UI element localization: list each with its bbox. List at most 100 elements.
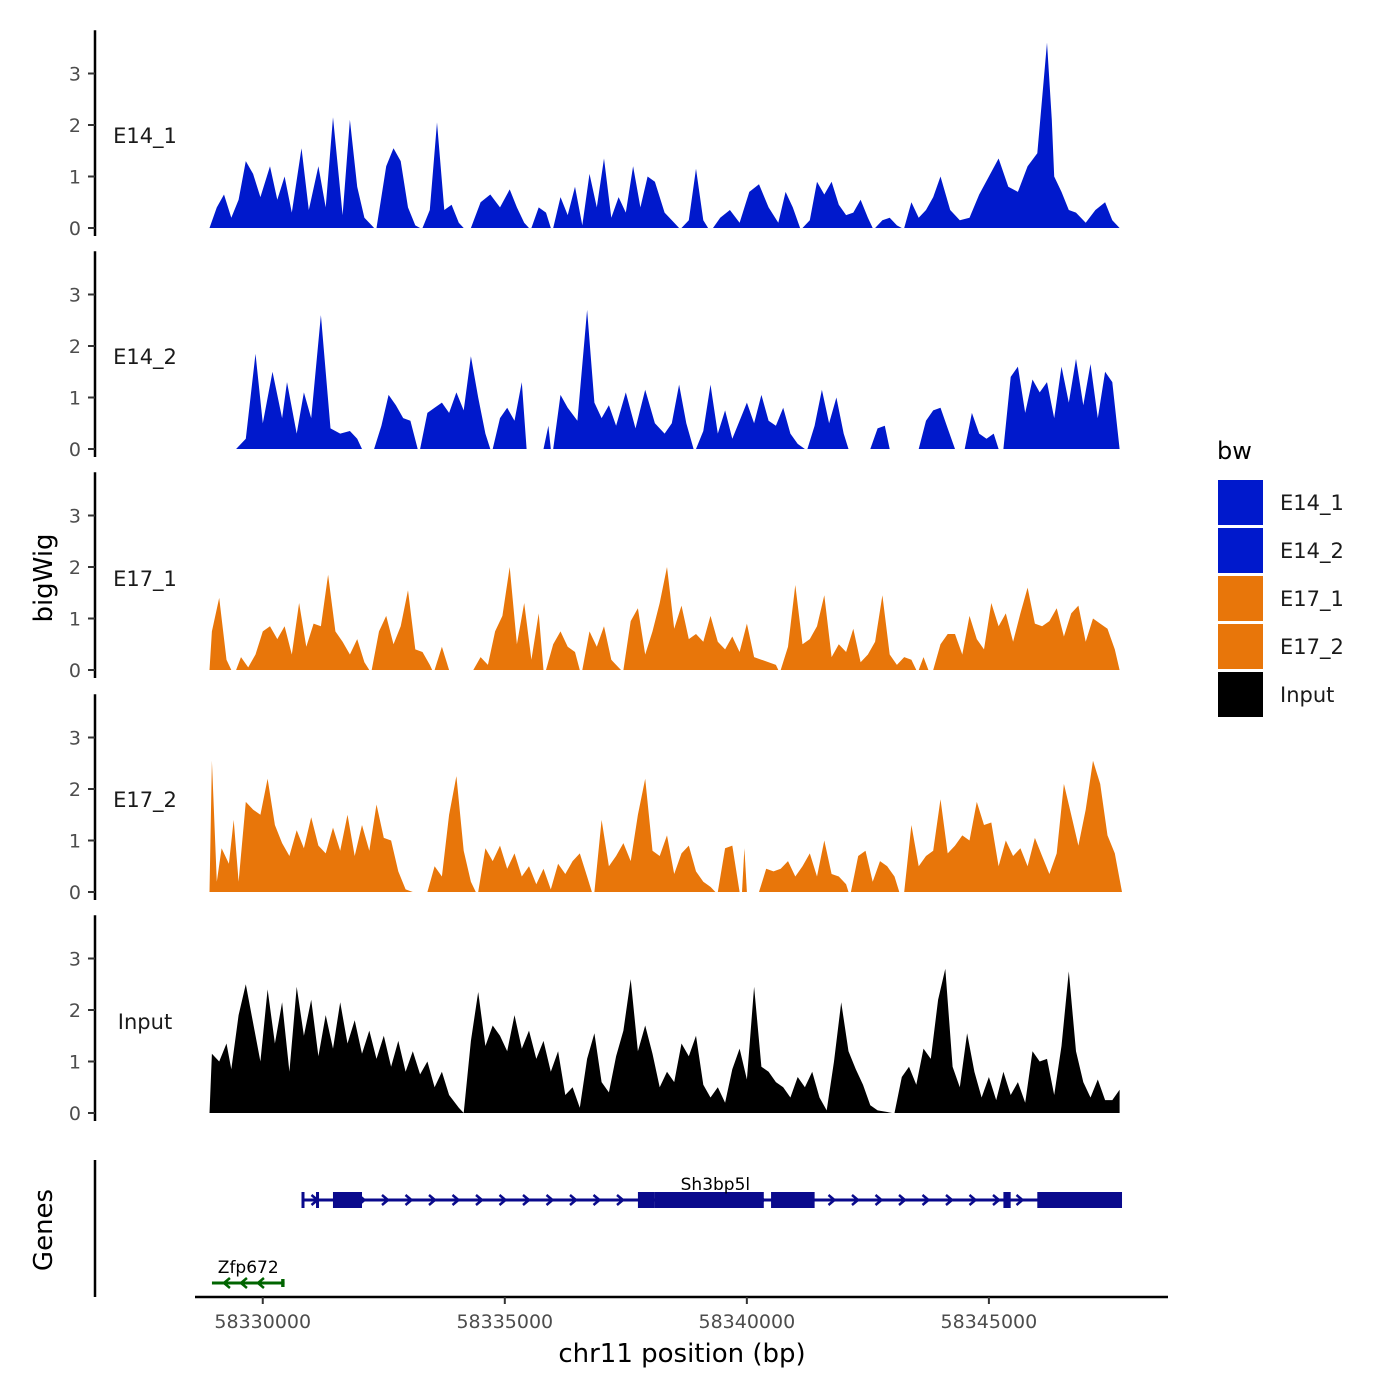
legend-label-E14_1: E14_1	[1280, 491, 1344, 516]
signal-area	[371, 590, 433, 670]
track-E17_2: 0 1 2 3 E17_2	[69, 694, 1122, 904]
signal-area	[623, 567, 779, 670]
signal-area	[546, 631, 580, 670]
signal-area	[236, 315, 362, 449]
signal-area	[553, 309, 694, 449]
signal-area	[802, 181, 873, 228]
signal-area	[807, 389, 849, 449]
signal-area	[918, 407, 955, 449]
y-tick-label: 3	[69, 64, 81, 86]
strand-arrow	[827, 1194, 837, 1206]
gene-Zfp672: Zfp672	[211, 1258, 285, 1289]
signal-area	[463, 979, 893, 1113]
signal-area	[904, 42, 1120, 228]
x-tick-label: 58345000	[941, 1311, 1038, 1333]
legend-swatch-Input	[1218, 672, 1263, 717]
legend-swatch-E17_2	[1218, 624, 1263, 669]
strand-arrow	[992, 1194, 1001, 1206]
exon	[332, 1192, 363, 1208]
strand-arrow	[475, 1194, 484, 1206]
y-tick-label: 1	[69, 1052, 81, 1074]
track-label: Input	[118, 1010, 172, 1034]
strand-arrow	[851, 1194, 860, 1206]
signal-area	[933, 587, 1120, 670]
signal-area	[594, 778, 716, 892]
exon	[1037, 1192, 1123, 1208]
signal-area	[870, 425, 890, 449]
signal-area	[904, 760, 1122, 892]
strand-arrow	[221, 1277, 231, 1289]
y-tick-label: 0	[69, 218, 81, 240]
signal-area	[478, 845, 592, 892]
signal-area	[780, 585, 917, 670]
y-tick-label: 3	[69, 949, 81, 971]
signal-area	[434, 646, 450, 670]
strand-arrow	[592, 1194, 602, 1206]
exon	[654, 1192, 764, 1208]
signal-area	[209, 597, 232, 670]
legend: bw E14_1 E14_2 E17_1 E17_2 Input	[1217, 437, 1344, 717]
y-tick-label: 2	[69, 557, 81, 579]
y-tick-label: 2	[69, 1000, 81, 1022]
strand-arrow	[1015, 1194, 1025, 1206]
track-E14_2: 0 1 2 3 E14_2	[69, 251, 1120, 461]
signal-area	[696, 384, 805, 449]
strand-arrow	[428, 1194, 437, 1206]
signal-area	[209, 117, 375, 228]
signal-area	[553, 158, 680, 228]
signal-area	[422, 122, 464, 228]
x-tick-label: 58335000	[456, 1311, 553, 1333]
y-tick-label: 3	[69, 285, 81, 307]
y-tick-label: 1	[69, 831, 81, 853]
strand-arrow	[404, 1194, 414, 1206]
strand-arrow	[381, 1194, 390, 1206]
exon	[771, 1192, 815, 1208]
track-Input: 0 1 2 3 Input	[69, 915, 1120, 1125]
legend-label-Input: Input	[1280, 683, 1334, 707]
signal-area	[236, 574, 370, 670]
signal-area	[209, 984, 464, 1113]
y-tick-label: 0	[69, 882, 81, 904]
strand-arrow	[921, 1194, 931, 1206]
track-E17_1: 0 1 2 3 E17_1	[69, 472, 1120, 682]
strand-arrow	[498, 1194, 508, 1206]
y-tick-label: 2	[69, 779, 81, 801]
signal-area	[376, 148, 421, 228]
legend-swatch-E17_1	[1218, 576, 1263, 621]
y-tick-label: 2	[69, 115, 81, 137]
strand-arrow	[616, 1194, 625, 1206]
strand-arrow	[522, 1194, 531, 1206]
signal-area	[492, 382, 527, 449]
y-tick-label: 1	[69, 167, 81, 189]
signal-area	[894, 968, 1120, 1113]
y-tick-label: 1	[69, 609, 81, 631]
genes-axis-title: Genes	[29, 1189, 59, 1271]
x-tick-label: 58340000	[698, 1311, 795, 1333]
gene-Sh3bp5l: Sh3bp5l	[301, 1175, 1123, 1208]
exon	[637, 1192, 655, 1208]
signal-area	[427, 776, 476, 892]
signal-area	[850, 850, 900, 892]
strand-arrow	[255, 1277, 265, 1289]
signal-area	[717, 845, 740, 892]
gene-annotation-panel: Sh3bp5l Zfp672	[93, 1160, 1123, 1297]
y-tick-label: 0	[69, 439, 81, 461]
exon	[281, 1279, 285, 1287]
strand-arrow	[238, 1277, 248, 1289]
strand-arrow	[874, 1194, 884, 1206]
signal-area	[209, 760, 413, 892]
exon	[316, 1192, 320, 1208]
strand-arrow	[968, 1194, 978, 1206]
strand-arrow	[945, 1194, 954, 1206]
y-tick-label: 1	[69, 388, 81, 410]
legend-label-E14_2: E14_2	[1280, 539, 1344, 564]
signal-area	[964, 412, 999, 449]
signal-area	[681, 168, 709, 228]
strand-arrow	[451, 1194, 461, 1206]
signal-area	[473, 567, 544, 670]
signal-area	[918, 657, 929, 670]
legend-swatch-E14_2	[1218, 528, 1263, 573]
signal-area	[543, 425, 551, 449]
legend-label-E17_1: E17_1	[1280, 587, 1344, 612]
